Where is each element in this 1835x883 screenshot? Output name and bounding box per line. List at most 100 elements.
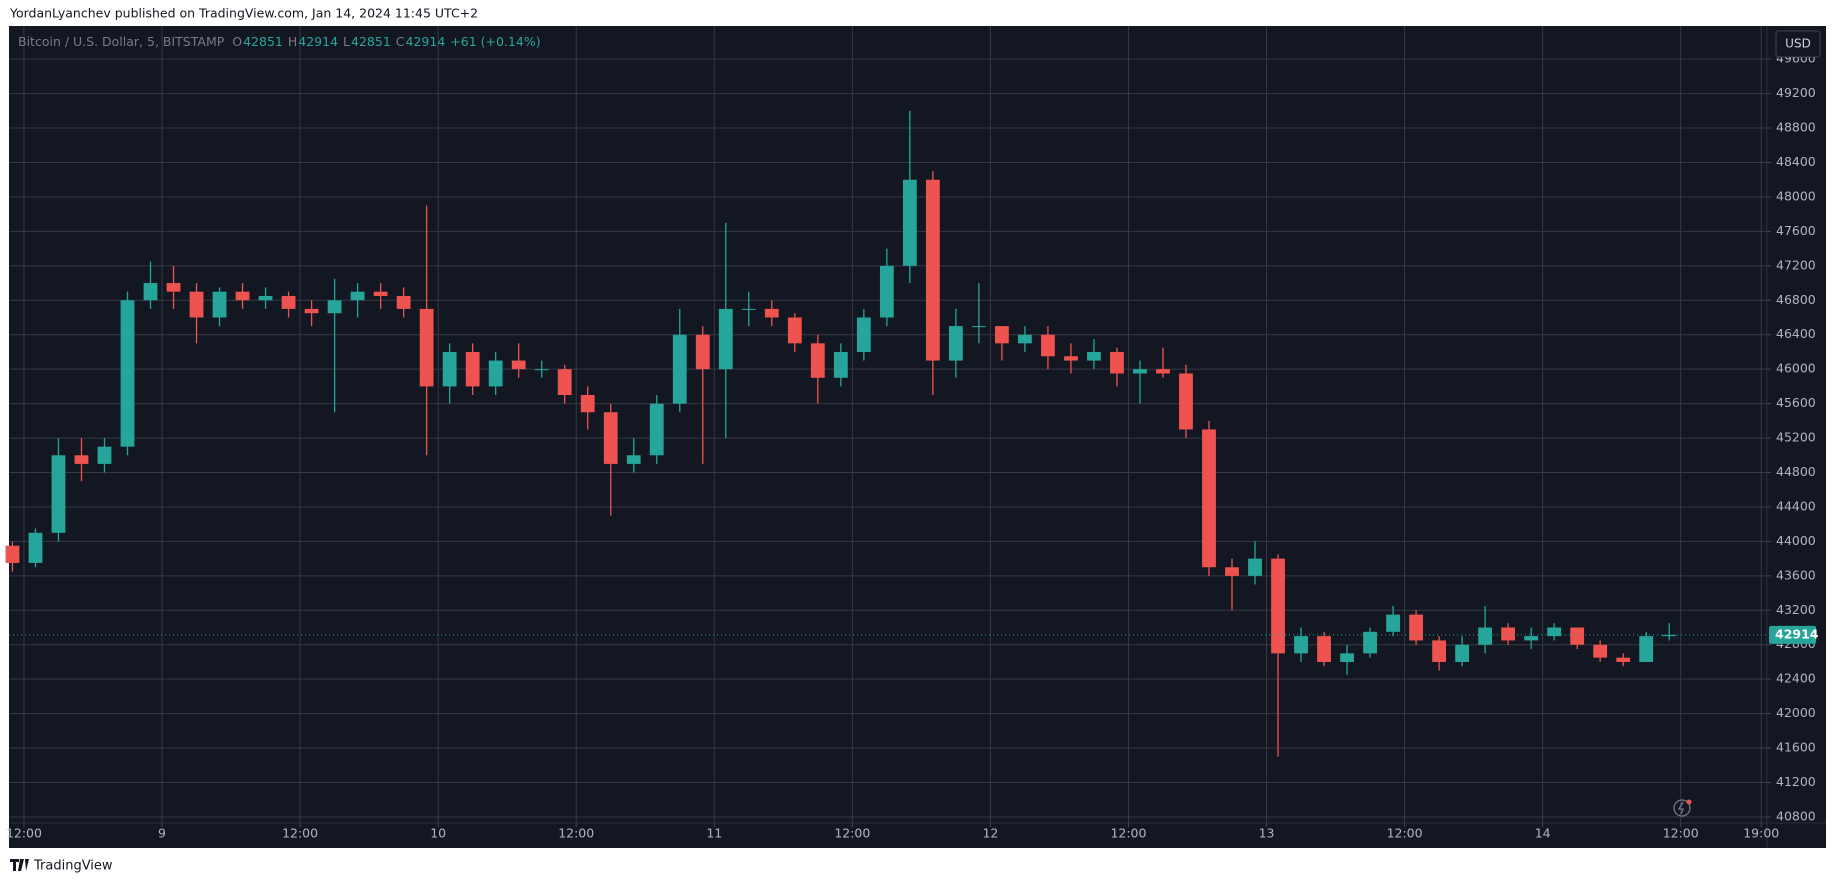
- y-tick-label: 44400: [1776, 498, 1816, 513]
- candle-body: [465, 351, 480, 387]
- x-tick-label: 12:00: [1110, 826, 1146, 841]
- candle-body: [166, 283, 181, 292]
- x-tick-label: 12:00: [282, 826, 318, 841]
- ohlc-legend: Bitcoin / U.S. Dollar, 5, BITSTAMP O42851…: [18, 34, 541, 49]
- candle-body: [511, 360, 526, 370]
- candle-body: [1524, 636, 1539, 641]
- x-tick-label: 12:00: [6, 826, 42, 841]
- replay-dot: [1686, 799, 1692, 805]
- y-tick-label: 40800: [1776, 808, 1816, 823]
- candle-body: [1570, 627, 1585, 645]
- candle-body: [1363, 631, 1377, 654]
- y-tick-label: 47600: [1776, 223, 1816, 238]
- y-tick-label: 46800: [1776, 292, 1816, 307]
- x-tick-label: 12: [982, 826, 998, 841]
- y-tick-label: 43600: [1776, 567, 1816, 582]
- candle-body: [1202, 429, 1216, 568]
- candle-body: [879, 265, 894, 318]
- candle-body: [1110, 351, 1124, 374]
- y-tick-label: 47200: [1776, 257, 1816, 272]
- y-tick-label: 46400: [1776, 326, 1816, 341]
- candle-body: [948, 326, 963, 361]
- y-tick-label: 42000: [1776, 705, 1816, 720]
- y-tick-label: 41200: [1776, 774, 1816, 789]
- candle-body: [5, 545, 20, 563]
- candle-body: [603, 412, 618, 464]
- change-value: +61 (+0.14%): [450, 34, 540, 49]
- y-tick-label: 45600: [1776, 395, 1816, 410]
- candle-body: [143, 283, 158, 301]
- candle-body: [1662, 634, 1677, 637]
- y-tick-label: 49200: [1776, 85, 1816, 100]
- candle-body: [626, 455, 641, 464]
- candle-body: [120, 300, 135, 447]
- candle-body: [442, 351, 457, 387]
- ohlc-key: C: [396, 34, 405, 49]
- replay-bolt: [1677, 801, 1684, 815]
- publish-header: YordanLyanchev published on TradingView.…: [9, 6, 478, 21]
- ohlc-value: 42851: [243, 34, 283, 49]
- candle-body: [741, 308, 756, 310]
- y-tick-label: 48400: [1776, 154, 1816, 169]
- y-tick-label: 46000: [1776, 361, 1816, 376]
- candle-body: [350, 291, 365, 301]
- candle-body: [1018, 334, 1032, 344]
- y-tick-label: 41600: [1776, 740, 1816, 755]
- currency-label[interactable]: USD: [1785, 37, 1811, 51]
- candle-body: [327, 300, 342, 314]
- last-price-label: 42914: [1775, 626, 1819, 641]
- currency-button[interactable]: [1775, 30, 1821, 58]
- candle-body: [396, 295, 411, 309]
- candle-body: [373, 291, 388, 296]
- x-tick-label: 12:00: [834, 826, 870, 841]
- y-tick-label: 48800: [1776, 120, 1816, 135]
- ohlc-key: H: [288, 34, 297, 49]
- y-tick-label: 43200: [1776, 602, 1816, 617]
- y-tick-label: 44800: [1776, 464, 1816, 479]
- candle-body: [74, 455, 89, 464]
- x-tick-label: 12:00: [1663, 826, 1699, 841]
- candle-body: [1225, 567, 1239, 576]
- candle-body: [718, 308, 733, 370]
- candle-body: [1064, 356, 1078, 361]
- candle-body: [994, 326, 1009, 344]
- candle-body: [1386, 614, 1400, 632]
- candle-body: [235, 291, 250, 301]
- candle-body: [212, 291, 227, 318]
- candle-body: [557, 369, 572, 396]
- candle-body: [304, 308, 319, 314]
- ohlc-value: 42914: [298, 34, 338, 49]
- candle-body: [971, 326, 986, 328]
- x-tick-label: 12:00: [558, 826, 594, 841]
- candle-body: [1087, 351, 1101, 361]
- candle-body: [1133, 369, 1147, 374]
- y-tick-label: 45200: [1776, 430, 1816, 445]
- candle-body: [281, 295, 296, 309]
- x-tick-label: 12:00: [1387, 826, 1423, 841]
- candle-body: [1409, 614, 1423, 641]
- plot-area: 4080041200416004200042400428004320043600…: [5, 26, 1819, 841]
- candle-body: [1639, 636, 1654, 662]
- candle-body: [258, 295, 273, 301]
- brand-logo: [10, 859, 29, 871]
- candle-body: [1616, 657, 1631, 662]
- candle-body: [1547, 627, 1562, 637]
- candle-body: [1156, 369, 1170, 374]
- y-tick-label: 44000: [1776, 533, 1816, 548]
- candle-body: [695, 334, 710, 370]
- candle-body: [1593, 644, 1608, 658]
- ohlc-key: L: [343, 34, 350, 49]
- candle-body: [488, 360, 503, 387]
- chart-panel: [9, 26, 1826, 848]
- replay-icon[interactable]: [1673, 799, 1691, 817]
- ohlc-key: O: [232, 34, 242, 49]
- candle-body: [28, 532, 43, 563]
- x-tick-label: 9: [158, 826, 166, 841]
- candle-body: [902, 179, 917, 266]
- x-tick-label: 14: [1535, 826, 1551, 841]
- candle-body: [580, 395, 595, 413]
- candle-body: [97, 446, 112, 464]
- candle-body: [51, 455, 66, 533]
- candle-body: [833, 351, 848, 378]
